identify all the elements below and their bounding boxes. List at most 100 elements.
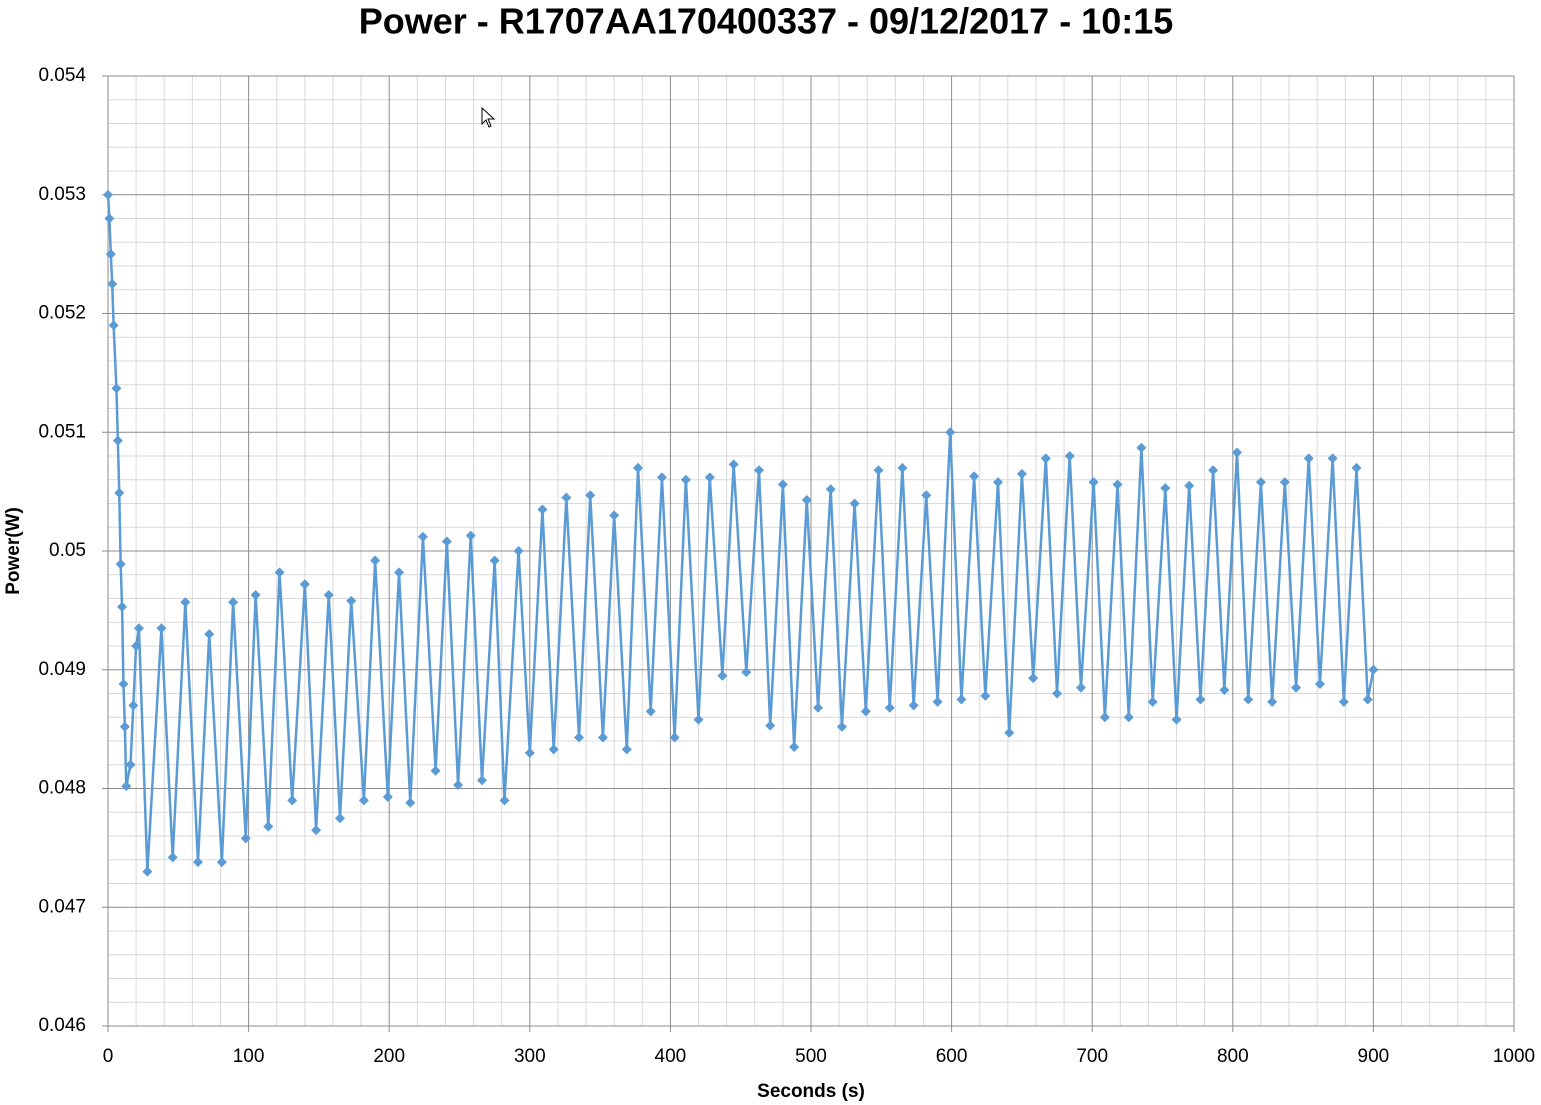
data-point: [216, 857, 227, 868]
y-tick-label: 0.046: [38, 1015, 86, 1036]
data-point: [992, 477, 1003, 488]
data-point: [693, 714, 704, 725]
data-point: [323, 589, 334, 600]
data-point: [945, 427, 956, 438]
data-point: [633, 462, 644, 473]
data-point: [1147, 696, 1158, 707]
x-tick-label: 700: [1076, 1046, 1108, 1067]
data-point: [897, 462, 908, 473]
data-point: [813, 702, 824, 713]
data-point: [1088, 477, 1099, 488]
data-point: [969, 471, 980, 482]
y-tick-label: 0.054: [38, 65, 86, 86]
data-point: [453, 779, 464, 790]
x-tick-label: 300: [514, 1046, 546, 1067]
data-point: [115, 559, 126, 570]
data-point: [358, 795, 369, 806]
data-point: [609, 510, 620, 521]
x-tick-label: 600: [936, 1046, 968, 1067]
data-point: [849, 498, 860, 509]
x-axis-title: Seconds (s): [757, 1081, 865, 1102]
y-tick-label: 0.049: [38, 659, 86, 680]
data-point: [585, 490, 596, 501]
data-point: [142, 866, 153, 877]
data-point: [621, 744, 632, 755]
data-point: [1368, 664, 1379, 675]
data-point: [346, 595, 357, 606]
data-point: [274, 567, 285, 578]
chart-title: Power - R1707AA170400337 - 09/12/2017 - …: [359, 1, 1174, 42]
data-point: [956, 694, 967, 705]
data-point: [741, 667, 752, 678]
data-point: [111, 383, 122, 394]
data-point: [1184, 480, 1195, 491]
data-point: [548, 744, 559, 755]
data-point: [119, 721, 130, 732]
data-point: [465, 530, 476, 541]
data-point: [118, 679, 129, 689]
data-point: [180, 597, 191, 608]
data-point: [128, 700, 139, 711]
data-point: [860, 706, 871, 717]
data-point: [1327, 453, 1338, 464]
data-point: [1160, 483, 1171, 494]
data-point: [717, 670, 728, 681]
x-tick-label: 0: [103, 1046, 114, 1067]
data-point: [1136, 442, 1147, 453]
data-point: [382, 791, 393, 802]
data-point: [228, 597, 239, 608]
plot: [103, 189, 1379, 877]
data-point: [537, 504, 548, 515]
data-point: [1314, 679, 1325, 689]
data-point: [430, 765, 441, 776]
data-point: [1064, 451, 1075, 461]
data-point: [1040, 453, 1051, 464]
data-point: [1112, 479, 1123, 490]
data-point: [836, 721, 847, 732]
mouse-cursor: [481, 106, 496, 128]
data-point: [1016, 468, 1027, 479]
data-point: [114, 487, 125, 498]
data-point: [980, 690, 991, 701]
data-point: [112, 435, 123, 446]
data-point: [334, 813, 345, 824]
data-point: [765, 720, 776, 731]
data-point: [441, 536, 452, 547]
y-tick-label: 0.048: [38, 778, 86, 799]
data-point: [873, 465, 884, 476]
data-point: [489, 555, 500, 566]
y-tick-label: 0.047: [38, 896, 86, 917]
data-point: [656, 472, 667, 483]
plot-border: [107, 75, 1515, 1027]
data-point: [1243, 694, 1254, 705]
data-point: [1028, 673, 1039, 684]
data-point: [801, 494, 812, 505]
data-point: [287, 795, 298, 806]
data-point: [1052, 688, 1063, 699]
y-tick-label: 0.053: [38, 184, 86, 205]
data-point: [1362, 694, 1373, 705]
y-axis-title: Power(W): [3, 507, 24, 595]
data-point: [524, 747, 535, 758]
data-point: [1279, 477, 1290, 488]
data-point: [1075, 682, 1086, 693]
data-point: [728, 459, 739, 470]
data-point: [1208, 465, 1219, 476]
data-point: [121, 781, 132, 792]
data-point: [394, 567, 405, 578]
x-tick-label: 200: [373, 1046, 405, 1067]
data-point: [108, 320, 119, 331]
data-point: [884, 702, 895, 713]
data-point: [825, 484, 836, 495]
data-point: [1171, 714, 1182, 725]
data-point: [107, 278, 118, 289]
x-tick-label: 800: [1217, 1046, 1249, 1067]
data-point: [1195, 694, 1206, 705]
y-tick-label: 0.05: [49, 540, 86, 561]
x-tick-label: 100: [233, 1046, 265, 1067]
data-point: [1004, 727, 1015, 738]
data-point: [1303, 453, 1314, 464]
x-tick-label: 400: [655, 1046, 687, 1067]
data-point: [417, 531, 428, 542]
